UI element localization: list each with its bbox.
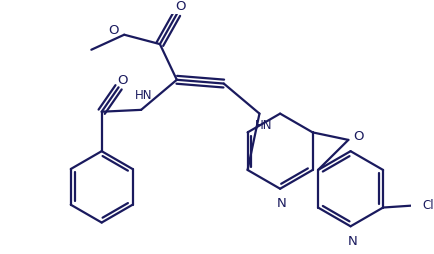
Text: N: N <box>348 235 357 248</box>
Text: Cl: Cl <box>423 199 434 212</box>
Text: HN: HN <box>135 89 153 102</box>
Text: HN: HN <box>254 119 272 132</box>
Text: O: O <box>353 130 364 143</box>
Text: N: N <box>277 197 287 210</box>
Text: O: O <box>117 74 128 87</box>
Text: O: O <box>108 24 118 37</box>
Text: O: O <box>175 0 186 13</box>
